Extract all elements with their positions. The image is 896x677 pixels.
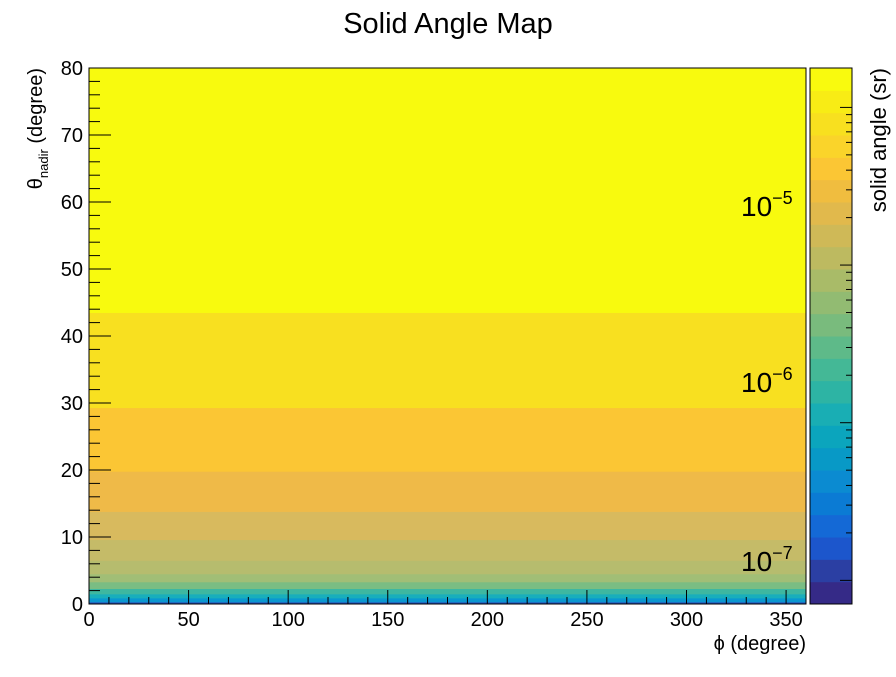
colorbar-tick-label: 10−5 [741,188,793,222]
colorbar-swatch [810,313,852,337]
x-tick-label: 300 [670,609,703,631]
colorbar-swatch [810,112,852,136]
x-tick-label: 250 [570,609,603,631]
x-tick-label: 200 [471,609,504,631]
y-tick-label: 20 [61,460,83,482]
heatmap-band [89,68,806,313]
colorbar-swatch [810,358,852,382]
heatmap-band [89,539,806,561]
colorbar-swatch [810,470,852,493]
y-tick-label: 30 [61,393,83,415]
colorbar-swatch [810,559,852,583]
colorbar-swatch [810,336,852,359]
y-tick-label: 50 [61,259,83,281]
y-tick-label: 60 [61,192,83,214]
colorbar-swatch [810,447,852,471]
colorbar-swatch [810,157,852,181]
heatmap-band [89,407,806,472]
heatmap-band [89,560,806,575]
y-tick-label: 40 [61,326,83,348]
y-axis-label: θnadir (degree) [25,68,51,189]
heatmap-band [89,588,806,595]
colorbar-swatch [810,90,852,114]
heatmap-band [89,573,806,583]
x-tick-label: 350 [769,609,802,631]
y-tick-label: 80 [61,58,83,80]
colorbar-swatch [810,581,852,605]
colorbar-frame [809,67,853,605]
y-axis-label-symbol: θ [25,178,47,189]
heatmap-band [89,581,806,589]
x-axis-label-text: (degree) [725,633,806,655]
colorbar-swatch [810,269,852,292]
y-axis-label-subscript: nadir [36,149,51,179]
axes: 0 50 100 150 200 250 300 350 0 10 20 30 40 50 60 70 80 [61,58,807,631]
colorbar-swatch [810,202,852,225]
colorbar-tick-label: 10−7 [741,543,793,577]
colorbar-tick-label: 10−6 [741,364,793,398]
colorbar-swatch [810,425,852,449]
heatmap-band [89,471,806,512]
colorbar-swatch [810,291,852,315]
y-tick-label: 10 [61,527,83,549]
y-axis-label-text: (degree) [25,68,47,149]
y-tick-label: 0 [72,594,83,616]
colorbar-swatch [810,403,852,426]
colorbar-swatch [810,537,852,560]
colorbar-swatch [810,514,852,538]
x-tick-label: 150 [371,609,404,631]
x-axis-label: ϕ (degree) [714,633,806,655]
heatmap-band [89,511,806,541]
heatmap-plot [89,68,806,605]
heatmap-band [89,312,806,409]
colorbar-label: solid angle (sr) [866,68,891,212]
colorbar-swatch [810,135,852,158]
colorbar-swatch [810,224,852,248]
x-axis-label-symbol: ϕ [714,633,725,655]
colorbar-swatch [810,68,852,91]
colorbar-swatch [810,179,852,203]
heatmap-band [89,593,806,599]
colorbar-swatch [810,492,852,516]
x-tick-label: 0 [83,609,94,631]
colorbar-swatch [810,380,852,404]
y-tick-label: 70 [61,125,83,147]
x-tick-label: 50 [177,609,199,631]
chart-title: Solid Angle Map [343,8,553,40]
colorbar-swatch [810,246,852,270]
x-tick-label: 100 [271,609,304,631]
colorbar: 10−5 10−6 10−7 [741,67,853,605]
